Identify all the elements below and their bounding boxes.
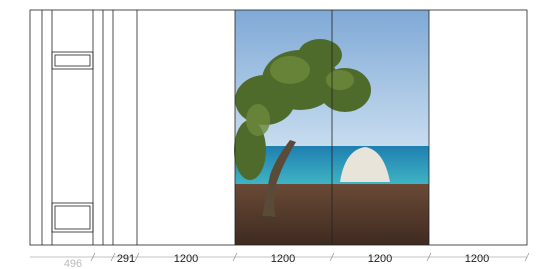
dimension-label: 1200 [368,253,392,265]
elevation-drawing: 496 291 1200 1200 1200 1200 [0,0,548,269]
dimension-label: 1200 [174,253,198,265]
dimension-label: 291 [117,253,135,265]
dimension-label: 496 [64,258,82,269]
dimension-label: 1200 [465,253,489,265]
dimension-label: 1200 [271,253,295,265]
photo [234,10,429,245]
